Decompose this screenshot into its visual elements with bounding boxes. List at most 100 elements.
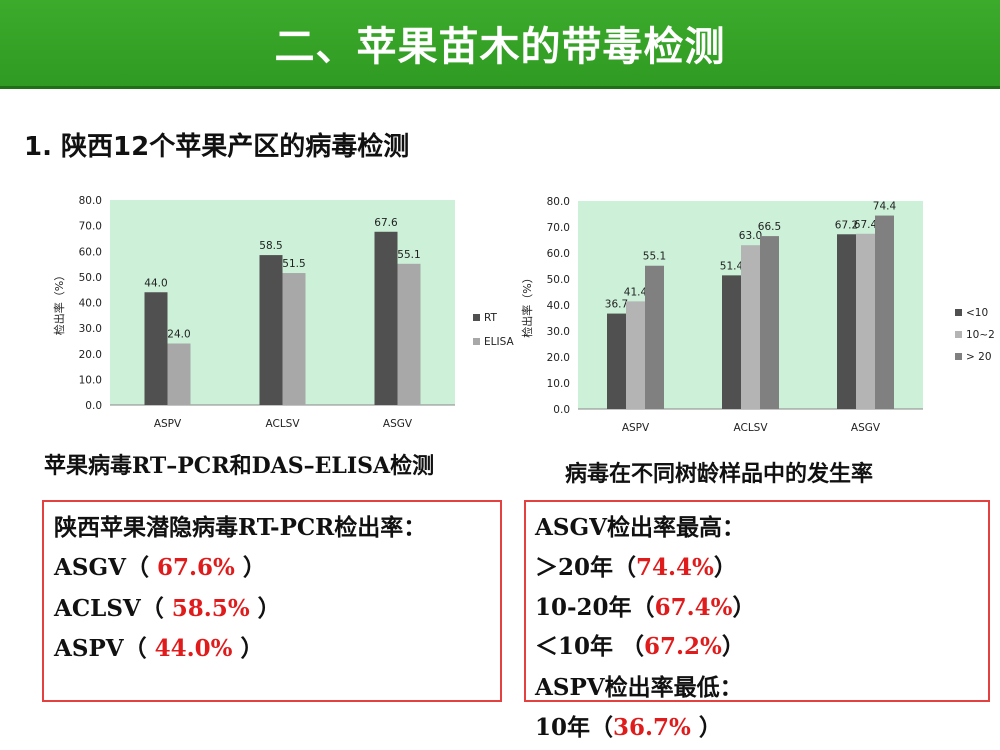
item-close: ） — [721, 633, 745, 660]
item-name: 10年（ — [535, 714, 614, 741]
data-label: 36.7 — [605, 299, 628, 311]
caption-left: 苹果病毒RT–PCR和DAS–ELISA检测 — [44, 453, 435, 479]
item-close: ） — [249, 595, 281, 622]
item-value: 67.4% — [654, 594, 733, 621]
legend-swatch — [955, 309, 962, 316]
y-tick-label: 50.0 — [547, 274, 570, 286]
item-value: 67.2% — [644, 633, 722, 660]
bar — [760, 236, 779, 409]
item-name: 10-20年（ — [535, 594, 655, 621]
section-subtitle: 1. 陕西12个苹果产区的病毒检测 — [24, 132, 410, 162]
item-value: 74.4% — [636, 554, 714, 581]
y-tick-label: 80.0 — [79, 195, 102, 207]
left-box-item-aclsv: ACLSV（ 58.5% ） — [54, 589, 281, 623]
data-label: 63.0 — [739, 230, 762, 242]
x-tick-label: ACLSV — [733, 422, 768, 434]
y-tick-label: 50.0 — [79, 272, 102, 284]
y-tick-label: 20.0 — [79, 349, 102, 361]
item-close: ） — [690, 714, 722, 741]
item-name: ACLSV（ — [54, 595, 172, 622]
y-tick-label: 20.0 — [547, 352, 570, 364]
bar — [397, 263, 421, 405]
data-label: 51.4 — [720, 260, 744, 272]
bar — [741, 245, 760, 409]
item-value: 67.6% — [156, 554, 235, 581]
left-box-item-aspv: ASPV（ 44.0% ） — [54, 629, 264, 663]
legend-swatch — [473, 338, 480, 345]
data-label: 55.1 — [643, 251, 666, 263]
bar — [144, 292, 168, 405]
legend-swatch — [473, 314, 480, 321]
bar — [282, 273, 306, 405]
left-box-item-asgv: ASGV（ 67.6% ） — [54, 548, 266, 582]
caption-right: 病毒在不同树龄样品中的发生率 — [565, 461, 874, 487]
right-box-heading-lowest: ASPV检出率最低： — [535, 674, 743, 701]
y-axis-label: 检出率（%） — [52, 270, 66, 335]
y-axis-label: 检出率（%） — [520, 272, 534, 337]
title-rule — [0, 86, 1000, 89]
right-box-item-lowest: 10年（36.7% ） — [535, 708, 722, 742]
y-tick-label: 30.0 — [79, 323, 102, 335]
legend-swatch — [955, 353, 962, 360]
x-tick-label: ASPV — [154, 418, 182, 430]
legend-label: <10 — [966, 307, 988, 319]
item-close: ） — [232, 635, 264, 662]
bar — [626, 301, 645, 409]
y-tick-label: 40.0 — [79, 298, 102, 310]
data-label: 51.5 — [282, 258, 305, 270]
data-label: 74.4 — [873, 201, 897, 213]
y-tick-label: 60.0 — [79, 246, 102, 258]
item-name: ＜10年 （ — [535, 633, 645, 660]
legend-label: 10~20 — [966, 329, 995, 341]
chart-tree-age: 0.0 10.0 20.0 30.0 40.0 50.0 60.0 70.0 80.0 检出率（%… — [520, 196, 995, 434]
y-tick-label: 40.0 — [547, 300, 570, 312]
data-label: 24.0 — [167, 329, 190, 341]
bar — [645, 265, 664, 409]
left-box-heading: 陕西苹果潜隐病毒RT-PCR检出率： — [54, 514, 427, 541]
y-tick-label: 60.0 — [547, 248, 570, 260]
x-tick-label: ASGV — [383, 418, 413, 430]
legend-swatch — [955, 331, 962, 338]
bar — [259, 255, 283, 405]
item-name: ASPV（ — [54, 635, 155, 662]
y-tick-label: 80.0 — [547, 196, 570, 208]
y-tick-label: 10.0 — [547, 378, 570, 390]
right-box-item-10-20: 10-20年（67.4%） — [535, 588, 755, 622]
y-tick-label: 10.0 — [79, 374, 102, 386]
y-tick-label: 70.0 — [79, 221, 102, 233]
y-tick-label: 70.0 — [547, 222, 570, 234]
bar — [837, 234, 856, 409]
y-tick-label: 0.0 — [553, 404, 570, 416]
data-label: 44.0 — [144, 277, 167, 289]
right-summary-box — [524, 500, 990, 702]
item-value: 44.0% — [154, 635, 233, 662]
bar — [607, 313, 626, 409]
bar — [374, 231, 398, 405]
y-tick-label: 30.0 — [547, 326, 570, 338]
chart-rt-elisa: 0.0 10.0 20.0 30.0 40.0 50.0 60.0 70.0 80.0 检出率（%… — [52, 195, 514, 430]
legend-label: ELISA — [484, 336, 514, 348]
data-label: 67.4 — [854, 219, 878, 231]
right-box-item-over20: ＞20年（74.4%） — [535, 548, 737, 582]
bar — [856, 233, 875, 409]
data-label: 55.1 — [397, 249, 420, 261]
right-box-item-under10: ＜10年 （67.2%） — [535, 627, 745, 661]
legend-label: > 20 — [966, 351, 992, 363]
right-box-heading-highest: ASGV检出率最高： — [535, 514, 745, 541]
legend-label: RT — [484, 312, 498, 324]
data-label: 67.2 — [835, 219, 858, 231]
left-summary-box — [42, 500, 502, 702]
data-label: 41.4 — [624, 286, 648, 298]
data-label: 67.6 — [374, 217, 398, 229]
item-close: ） — [732, 594, 756, 621]
slide-title: 二、苹果苗木的带毒检测 — [274, 24, 726, 70]
bar — [875, 215, 894, 409]
data-label: 58.5 — [259, 240, 282, 252]
item-value: 58.5% — [171, 595, 250, 622]
item-close: ） — [713, 554, 737, 581]
item-name: ＞20年（ — [535, 554, 637, 581]
x-tick-label: ASPV — [622, 422, 650, 434]
data-label: 66.5 — [758, 221, 781, 233]
title-bar: 二、苹果苗木的带毒检测 — [0, 0, 1000, 89]
item-value: 36.7% — [613, 714, 691, 741]
